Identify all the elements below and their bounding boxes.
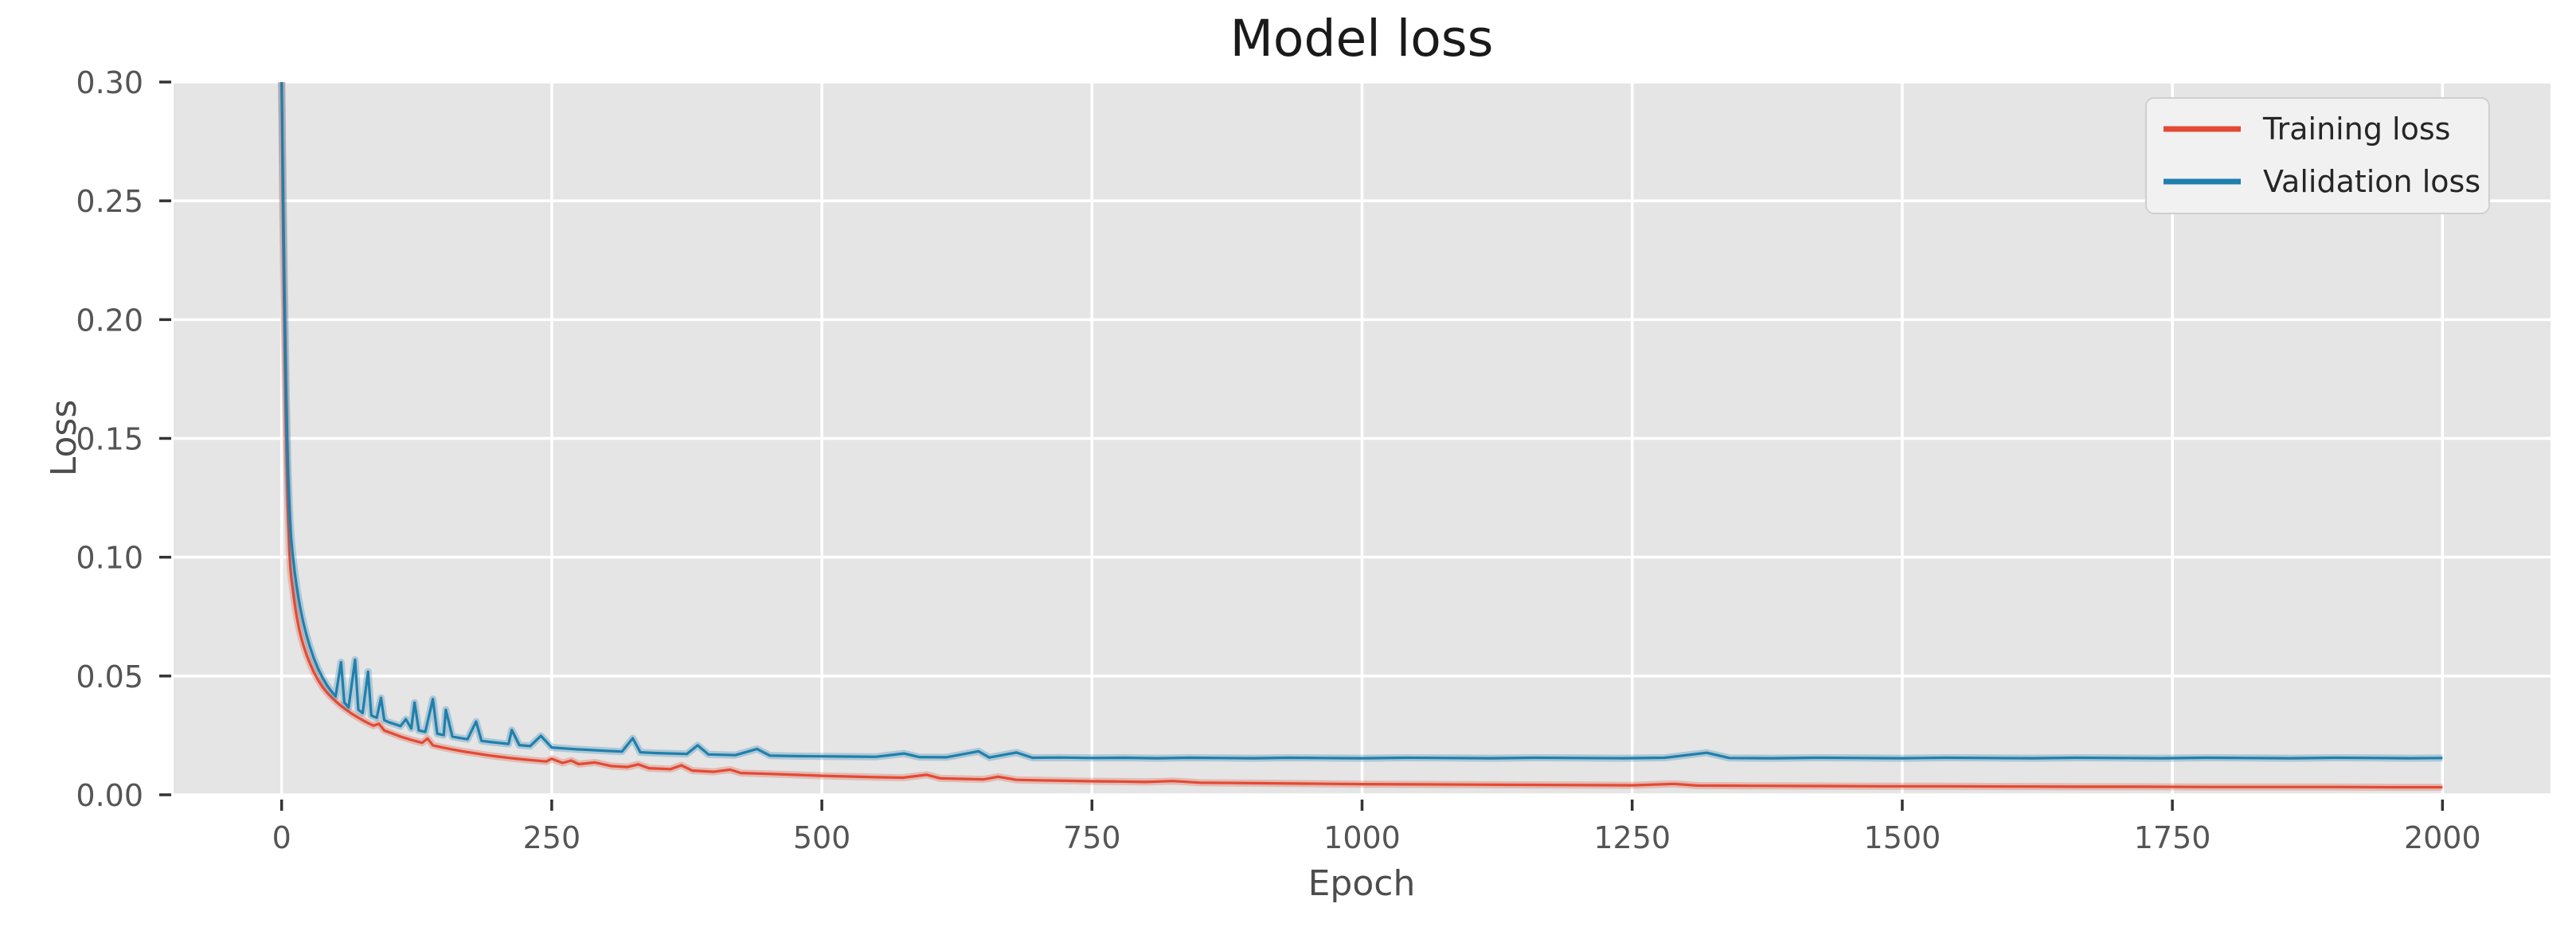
x-tick-label: 1250 — [1593, 820, 1671, 855]
x-tick-label: 1500 — [1864, 820, 1941, 855]
y-tick-label: 0.05 — [76, 659, 143, 694]
x-tick-label: 0 — [272, 820, 291, 855]
y-tick-label: 0.10 — [76, 541, 143, 576]
y-tick-label: 0.30 — [76, 65, 143, 100]
series-line-validation — [280, 82, 2443, 760]
y-tick-label: 0.15 — [76, 422, 143, 457]
tick-layer: 0 250 500 750 1000 1250 1500 1750 2000 0.00 0.05 0.… — [76, 65, 2480, 855]
y-tick-label: 0.00 — [76, 778, 143, 813]
x-axis-label: Epoch — [1308, 863, 1416, 904]
legend-label-validation: Validation loss — [2263, 164, 2480, 199]
x-tick-label: 750 — [1063, 820, 1121, 855]
y-axis-label: Loss — [44, 400, 84, 477]
legend-label-training: Training loss — [2262, 111, 2450, 147]
x-tick-label: 2000 — [2404, 820, 2481, 855]
chart-title: Model loss — [1230, 10, 1494, 68]
x-tick-label: 500 — [793, 820, 851, 855]
series-layer — [278, 82, 2443, 791]
legend-item-training: Training loss — [2164, 111, 2450, 147]
x-tick-label: 250 — [523, 820, 581, 855]
y-tick-label: 0.20 — [76, 303, 143, 338]
series-line-training — [280, 82, 2443, 789]
x-tick-label: 1750 — [2134, 820, 2211, 855]
legend: Training loss Validation loss — [2145, 97, 2490, 214]
x-tick-label: 1000 — [1323, 820, 1401, 855]
legend-item-validation: Validation loss — [2164, 164, 2480, 199]
y-tick-label: 0.25 — [76, 184, 143, 219]
